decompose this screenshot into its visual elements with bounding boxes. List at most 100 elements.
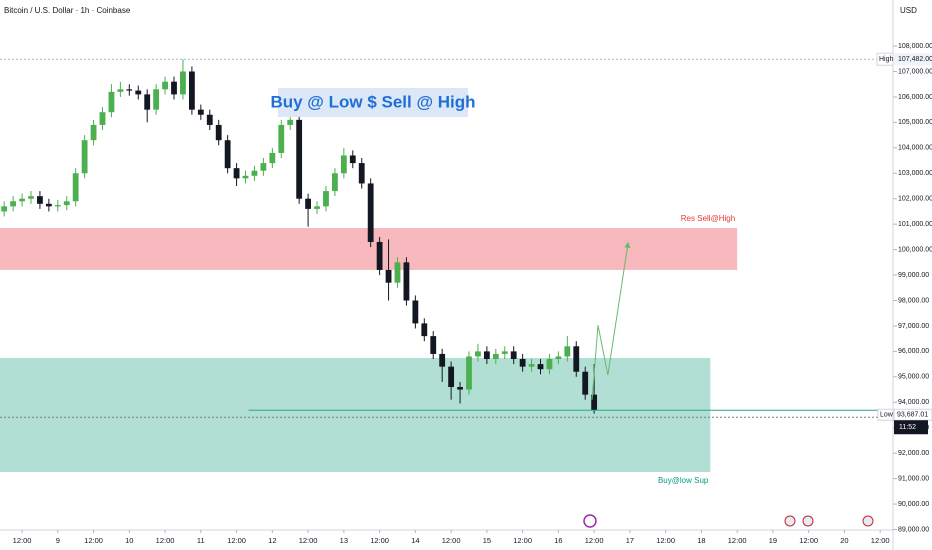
candle-body	[439, 353, 446, 367]
x-tick-label: 20	[840, 536, 848, 545]
annotation: Buy @ Low $ Sell @ High	[270, 92, 475, 111]
candle-body	[323, 191, 329, 207]
x-tick-label: 12:00	[370, 536, 389, 545]
candle-body	[72, 173, 79, 202]
candle-body	[19, 198, 25, 202]
low-label: 93,687.01	[897, 412, 928, 419]
candle-body	[430, 336, 437, 354]
candle-body	[367, 183, 374, 242]
candle-body	[466, 356, 472, 390]
candle-body	[546, 359, 553, 370]
candle-body	[144, 94, 151, 110]
candle-body	[385, 269, 392, 283]
candle-body	[332, 173, 338, 192]
candle-body	[412, 300, 419, 324]
x-tick-label: 12:00	[84, 536, 103, 545]
candle-body	[153, 89, 160, 110]
candle-body	[475, 351, 481, 357]
currency: USD	[900, 6, 917, 15]
candle-body	[501, 351, 508, 354]
y-tick-label: 108,000.00	[898, 43, 932, 50]
candle-body	[564, 346, 571, 357]
x-tick-label: 12:00	[156, 536, 175, 545]
y-tick-label: 100,000.00	[898, 246, 932, 253]
y-tick-label: 91,000.00	[898, 475, 929, 482]
candle-body	[162, 81, 168, 90]
x-tick-label: 12:00	[728, 536, 747, 545]
chart-title: Bitcoin / U.S. Dollar · 1h · Coinbase	[4, 6, 131, 15]
event-icon[interactable]	[784, 515, 796, 527]
candle-body	[1, 206, 8, 212]
candle-body	[99, 112, 106, 125]
candle-body	[582, 371, 589, 395]
candle-body	[314, 206, 320, 209]
candle-body	[296, 119, 303, 199]
y-tick-label: 97,000.00	[898, 323, 929, 330]
y-tick-label: 107,000.00	[898, 68, 932, 75]
candle-body	[63, 201, 70, 206]
x-tick-label: 12:00	[871, 536, 890, 545]
candle-body	[10, 201, 17, 207]
candle-body	[135, 90, 142, 95]
event-icon[interactable]	[583, 514, 597, 528]
y-tick-label: 98,000.00	[898, 297, 929, 304]
y-tick-label: 99,000.00	[898, 272, 929, 279]
candle-body	[215, 124, 222, 141]
candle-body	[54, 205, 61, 207]
candle-body	[457, 387, 463, 390]
candle-body	[28, 196, 34, 199]
x-tick-label: 12:00	[227, 536, 246, 545]
candle-body	[403, 262, 410, 301]
candle-body	[358, 163, 365, 184]
event-icon[interactable]	[802, 515, 814, 527]
x-tick-label: 18	[697, 536, 705, 545]
candle-body	[242, 175, 249, 179]
x-tick-label: 13	[340, 536, 348, 545]
x-tick-label: 12:00	[13, 536, 32, 545]
y-tick-label: 104,000.00	[898, 145, 932, 152]
x-tick-label: 12	[268, 536, 276, 545]
high-tag: High	[879, 56, 894, 63]
x-tick-label: 15	[483, 536, 491, 545]
candle-body	[233, 168, 240, 179]
event-icon[interactable]	[862, 515, 874, 527]
countdown-box	[894, 420, 928, 435]
x-tick-label: 17	[626, 536, 634, 545]
x-tick-label: 12:00	[656, 536, 675, 545]
candle-body	[278, 124, 285, 153]
candle-body	[126, 89, 133, 91]
candle-body	[90, 124, 97, 141]
y-tick-label: 103,000.00	[898, 170, 932, 177]
high-tag-box	[876, 52, 894, 66]
low-tag: Low	[880, 412, 894, 419]
zone-label: Res Sell@High	[681, 214, 735, 223]
candle-body	[483, 351, 490, 360]
candle-body	[448, 366, 455, 388]
y-tick-label: 95,000.00	[898, 374, 929, 381]
candle-body	[591, 394, 598, 411]
candle-body	[349, 155, 356, 164]
projection-line	[591, 241, 631, 400]
candle-body	[45, 203, 52, 207]
candle-body	[287, 119, 294, 125]
y-tick-label: 102,000.00	[898, 196, 932, 203]
candle-body	[537, 364, 544, 370]
candle-body	[206, 114, 213, 125]
high-label: 107,482.00	[898, 56, 932, 63]
x-tick-label: 12:00	[513, 536, 532, 545]
candle-body	[573, 346, 580, 372]
candle-body	[421, 323, 428, 337]
y-tick-label: 89,000.00	[898, 526, 929, 533]
x-tick-label: 12:00	[799, 536, 818, 545]
candle-body	[340, 155, 347, 174]
candle-body	[117, 89, 124, 92]
candle-body	[81, 140, 88, 174]
candle-body	[260, 163, 267, 171]
y-tick-label: 90,000.00	[898, 501, 929, 508]
candle-body	[197, 109, 204, 115]
zone-label: Buy@low Sup	[658, 476, 709, 485]
candle-body	[171, 81, 177, 95]
x-tick-label: 12:00	[585, 536, 604, 545]
x-tick-label: 10	[125, 536, 133, 545]
x-tick-label: 19	[769, 536, 777, 545]
